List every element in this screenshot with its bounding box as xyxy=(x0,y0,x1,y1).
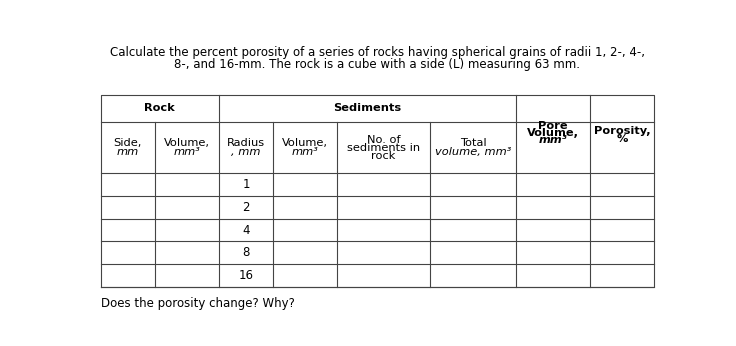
Text: Porosity,: Porosity, xyxy=(593,126,650,136)
Text: mm³: mm³ xyxy=(292,147,319,156)
Text: 2: 2 xyxy=(242,201,250,214)
Text: rock: rock xyxy=(372,151,396,161)
Text: mm³: mm³ xyxy=(174,147,200,156)
Text: Pore: Pore xyxy=(538,121,568,131)
Text: 8: 8 xyxy=(242,246,250,259)
Text: mm: mm xyxy=(116,147,139,156)
Text: Rock: Rock xyxy=(144,103,175,113)
Text: Calculate the percent porosity of a series of rocks having spherical grains of r: Calculate the percent porosity of a seri… xyxy=(110,46,645,58)
Text: Sediments: Sediments xyxy=(333,103,402,113)
Text: Volume,: Volume, xyxy=(527,128,579,138)
Text: Volume,: Volume, xyxy=(164,138,210,148)
Text: Does the porosity change? Why?: Does the porosity change? Why? xyxy=(101,297,294,310)
Text: Radius: Radius xyxy=(227,138,265,148)
Text: 8-, and 16-mm. The rock is a cube with a side (L) measuring 63 mm.: 8-, and 16-mm. The rock is a cube with a… xyxy=(174,57,580,71)
Text: sediments in: sediments in xyxy=(347,143,420,153)
Text: mm³: mm³ xyxy=(539,135,567,145)
Text: %: % xyxy=(616,134,628,144)
Text: , mm: , mm xyxy=(231,147,261,156)
Text: 1: 1 xyxy=(242,178,250,191)
Text: 4: 4 xyxy=(242,224,250,237)
Text: 16: 16 xyxy=(238,269,254,282)
Text: Side,: Side, xyxy=(113,138,142,148)
Text: Volume,: Volume, xyxy=(282,138,328,148)
Text: Total: Total xyxy=(460,138,486,148)
Text: No. of: No. of xyxy=(367,135,400,145)
Text: volume, mm³: volume, mm³ xyxy=(435,147,512,156)
